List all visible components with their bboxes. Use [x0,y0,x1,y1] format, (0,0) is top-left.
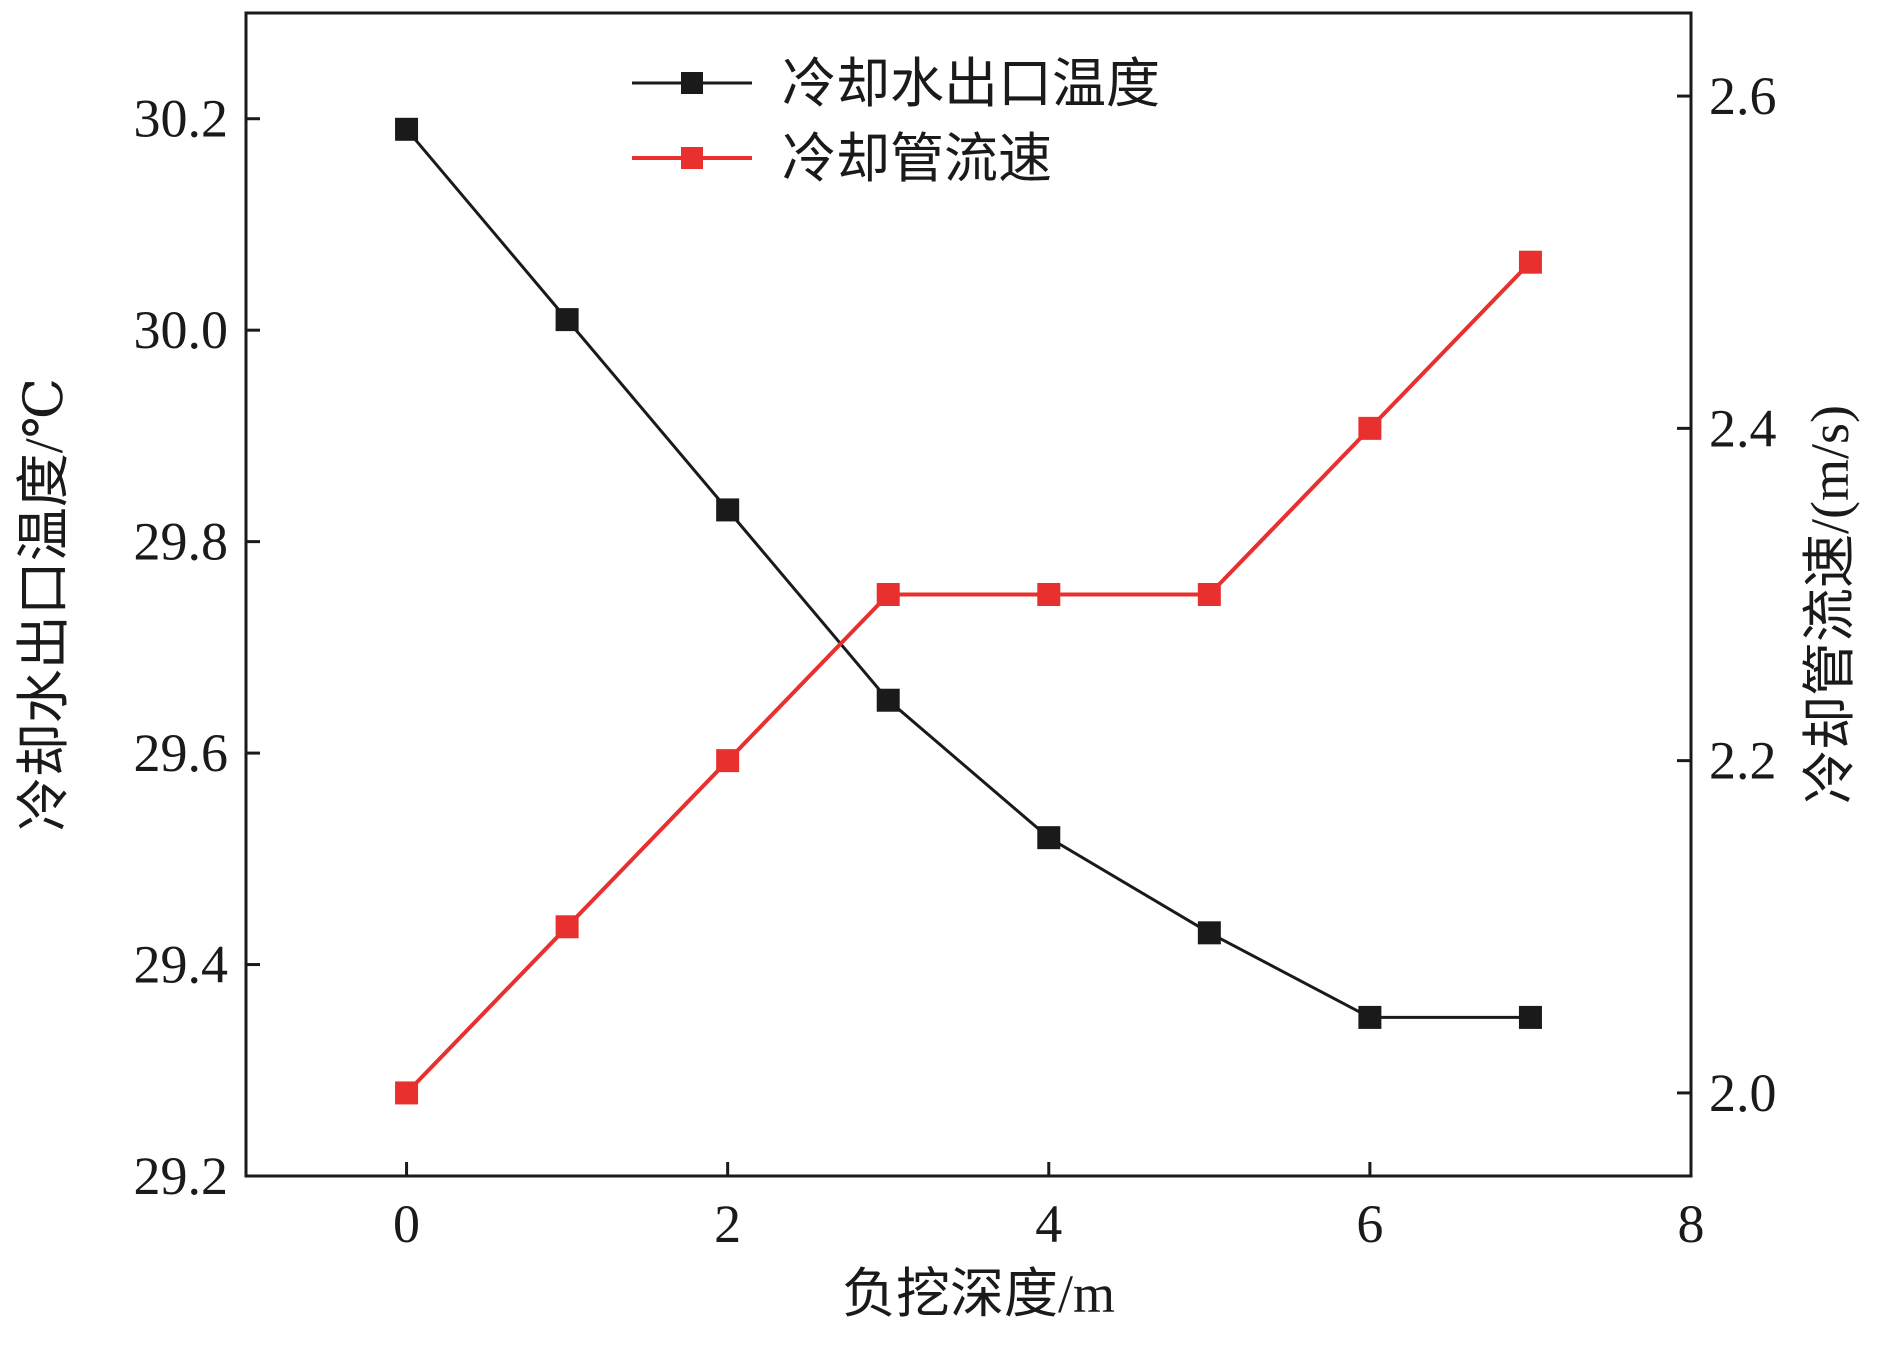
legend-label: 冷却水出口温度 [782,54,1160,114]
series-0-point-0 [395,117,419,141]
y-left-tick-label: 29.2 [134,1146,229,1206]
y-left-axis-title: 冷却水出口温度/℃ [14,378,74,831]
series-1-point-6 [1358,416,1382,440]
series-0-point-6 [1358,1005,1382,1029]
x-tick-label: 8 [1678,1194,1705,1254]
series-layer [395,117,1542,1105]
y-left-tick-label: 30.2 [134,89,229,149]
series-1-point-4 [1037,583,1061,606]
series-1-point-0 [395,1081,419,1105]
series-0-point-7 [1518,1005,1542,1029]
y-left-tick-label: 29.6 [134,723,229,783]
y-right-tick-label: 2.4 [1709,398,1777,458]
series-0-point-1 [555,308,579,332]
legend-item-0: 冷却水出口温度 [632,54,1160,114]
y-right-axis-title: 冷却管流速/(m/s) [1800,405,1860,804]
legend-marker [681,72,703,94]
series-0-point-2 [716,498,740,522]
axes-layer: 0 2 4 6 8 29.2 29.4 29.6 29.8 30.0 30.2 2.0 2.2 2.4 2.… [14,11,1860,1324]
series-1-point-2 [716,749,740,773]
legend-label: 冷却管流速 [782,129,1052,189]
x-tick-label: 4 [1035,1194,1062,1254]
legend-item-1: 冷却管流速 [632,129,1052,189]
series-0-point-4 [1037,826,1061,850]
y-left-tick-label: 30.0 [134,300,229,360]
y-right-tick-label: 2.6 [1709,66,1777,126]
x-tick-label: 6 [1356,1194,1383,1254]
series-1-point-1 [555,915,579,939]
series-1-point-7 [1518,250,1542,274]
series-0-point-3 [876,688,900,712]
x-tick-label: 0 [393,1194,420,1254]
y-right-tick-label: 2.2 [1709,731,1777,791]
y-right-tick-label: 2.0 [1709,1063,1777,1123]
y-left-tick-label: 29.4 [134,935,229,995]
plot-frame [244,11,1693,1178]
legend-marker [681,147,703,169]
series-line-1 [405,260,1532,1095]
series-line-0 [405,128,1531,1019]
y-left-tick-label: 29.8 [134,512,229,572]
series-0-point-5 [1197,921,1221,945]
series-1-point-5 [1197,583,1221,606]
x-axis-title: 负挖深度/m [842,1264,1115,1324]
series-1-point-3 [876,583,900,606]
x-tick-label: 2 [714,1194,741,1254]
